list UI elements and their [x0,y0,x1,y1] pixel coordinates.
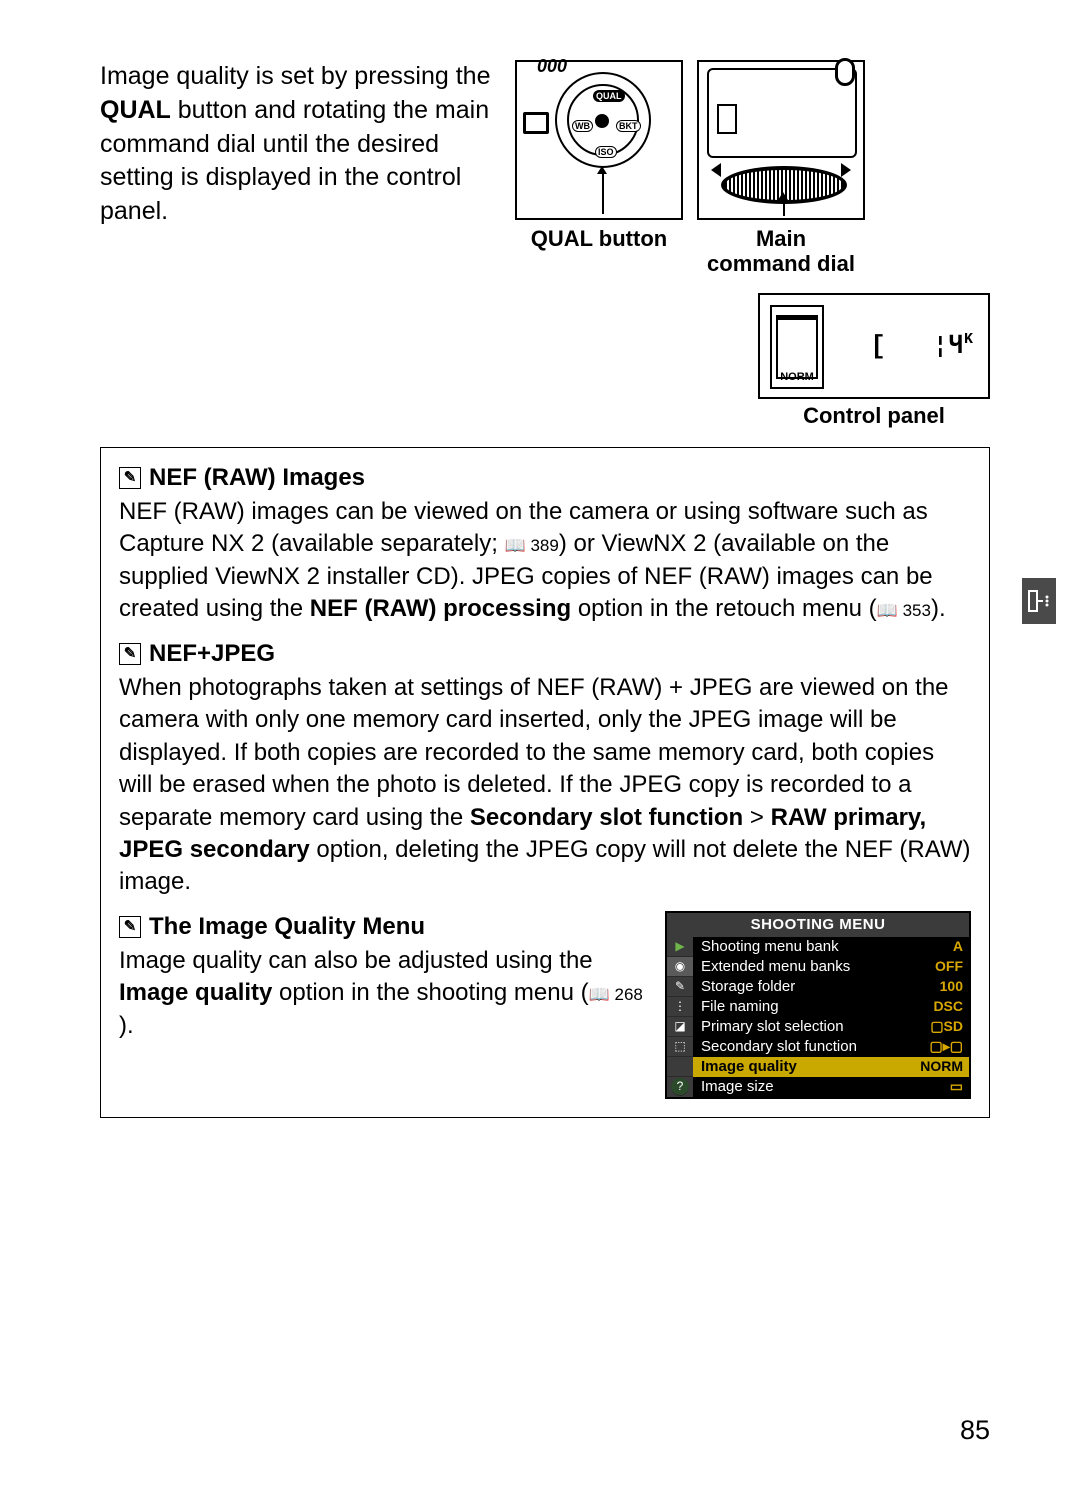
shooting-menu-row: Image qualityNORM [693,1057,969,1077]
iso-label-icon: ISO [595,146,617,158]
qual-button-diagram: QUAL WB BKT ISO 000 [515,60,683,220]
menu-tab-icon: ▶ [667,937,693,957]
page-number: 85 [960,1415,990,1446]
shooting-menu-row: Primary slot selection▢SD [693,1017,969,1037]
qual-bold: QUAL [100,96,171,124]
norm-indicator: NORM [772,371,822,383]
menu-tab-icon: ◪ [667,1017,693,1037]
note1-heading: ✎ NEF (RAW) Images [119,462,971,494]
qual-label-icon: QUAL [593,90,625,102]
diagram-row: QUAL WB BKT ISO 000 [515,60,990,220]
shooting-menu-row: File namingDSC [693,997,969,1017]
control-panel-label: Control panel [758,403,990,429]
menu-tab-icon: ⋮ [667,997,693,1017]
shooting-menu-rows: Shooting menu bankAExtended menu banksOF… [693,937,969,1097]
notes-box: ✎ NEF (RAW) Images NEF (RAW) images can … [100,447,990,1118]
menu-tab-icon: ✎ [667,977,693,997]
menu-tab-icon [667,1057,693,1077]
note1-body: NEF (RAW) images can be viewed on the ca… [119,496,971,626]
shooting-menu-title: SHOOTING MENU [667,913,969,937]
shooting-menu-row: Storage folder100 [693,977,969,997]
control-panel-readout: [ ¦ЧK [870,331,974,361]
menu-tab-icon: ⬚ [667,1037,693,1057]
intro-section: Image quality is set by pressing the QUA… [100,60,990,429]
qual-button-label: QUAL button [515,226,683,277]
note2-body: When photographs taken at settings of NE… [119,672,971,899]
wb-label-icon: WB [572,120,593,132]
shooting-menu-row: Secondary slot function▢▸▢ [693,1037,969,1057]
main-dial-diagram [697,60,865,220]
pencil-icon: ✎ [119,467,141,489]
shooting-menu-row: Shooting menu bankA [693,937,969,957]
note3-row: ✎ The Image Quality Menu Image quality c… [119,911,971,1099]
diagrams-column: QUAL WB BKT ISO 000 QUA [515,60,990,429]
pencil-icon: ✎ [119,916,141,938]
section-tab-icon [1020,576,1058,626]
shooting-menu-row: Image size▭ [693,1077,969,1097]
menu-tab-icon: ? [671,1078,689,1096]
control-panel-diagram: NORM [ ¦ЧK [758,293,990,399]
diagram-labels-row: QUAL button Main command dial [515,226,990,277]
note3-heading: ✎ The Image Quality Menu [119,911,645,943]
intro-text-before: Image quality is set by pressing the [100,62,490,90]
bkt-label-icon: BKT [616,120,641,132]
shooting-menu-screenshot: SHOOTING MENU ▶◉✎⋮◪⬚? Shooting menu bank… [665,911,971,1099]
shooting-menu-icon-column: ▶◉✎⋮◪⬚? [667,937,693,1097]
menu-tab-icon: ◉ [667,957,693,977]
note2-heading: ✎ NEF+JPEG [119,638,971,670]
control-panel-wrap: NORM [ ¦ЧK Control panel [515,293,990,429]
shooting-menu-row: Extended menu banksOFF [693,957,969,977]
pencil-icon: ✎ [119,643,141,665]
note3-text: ✎ The Image Quality Menu Image quality c… [119,911,645,1043]
intro-paragraph: Image quality is set by pressing the QUA… [100,60,495,429]
main-dial-label: Main command dial [697,226,865,277]
note3-body: Image quality can also be adjusted using… [119,945,645,1042]
